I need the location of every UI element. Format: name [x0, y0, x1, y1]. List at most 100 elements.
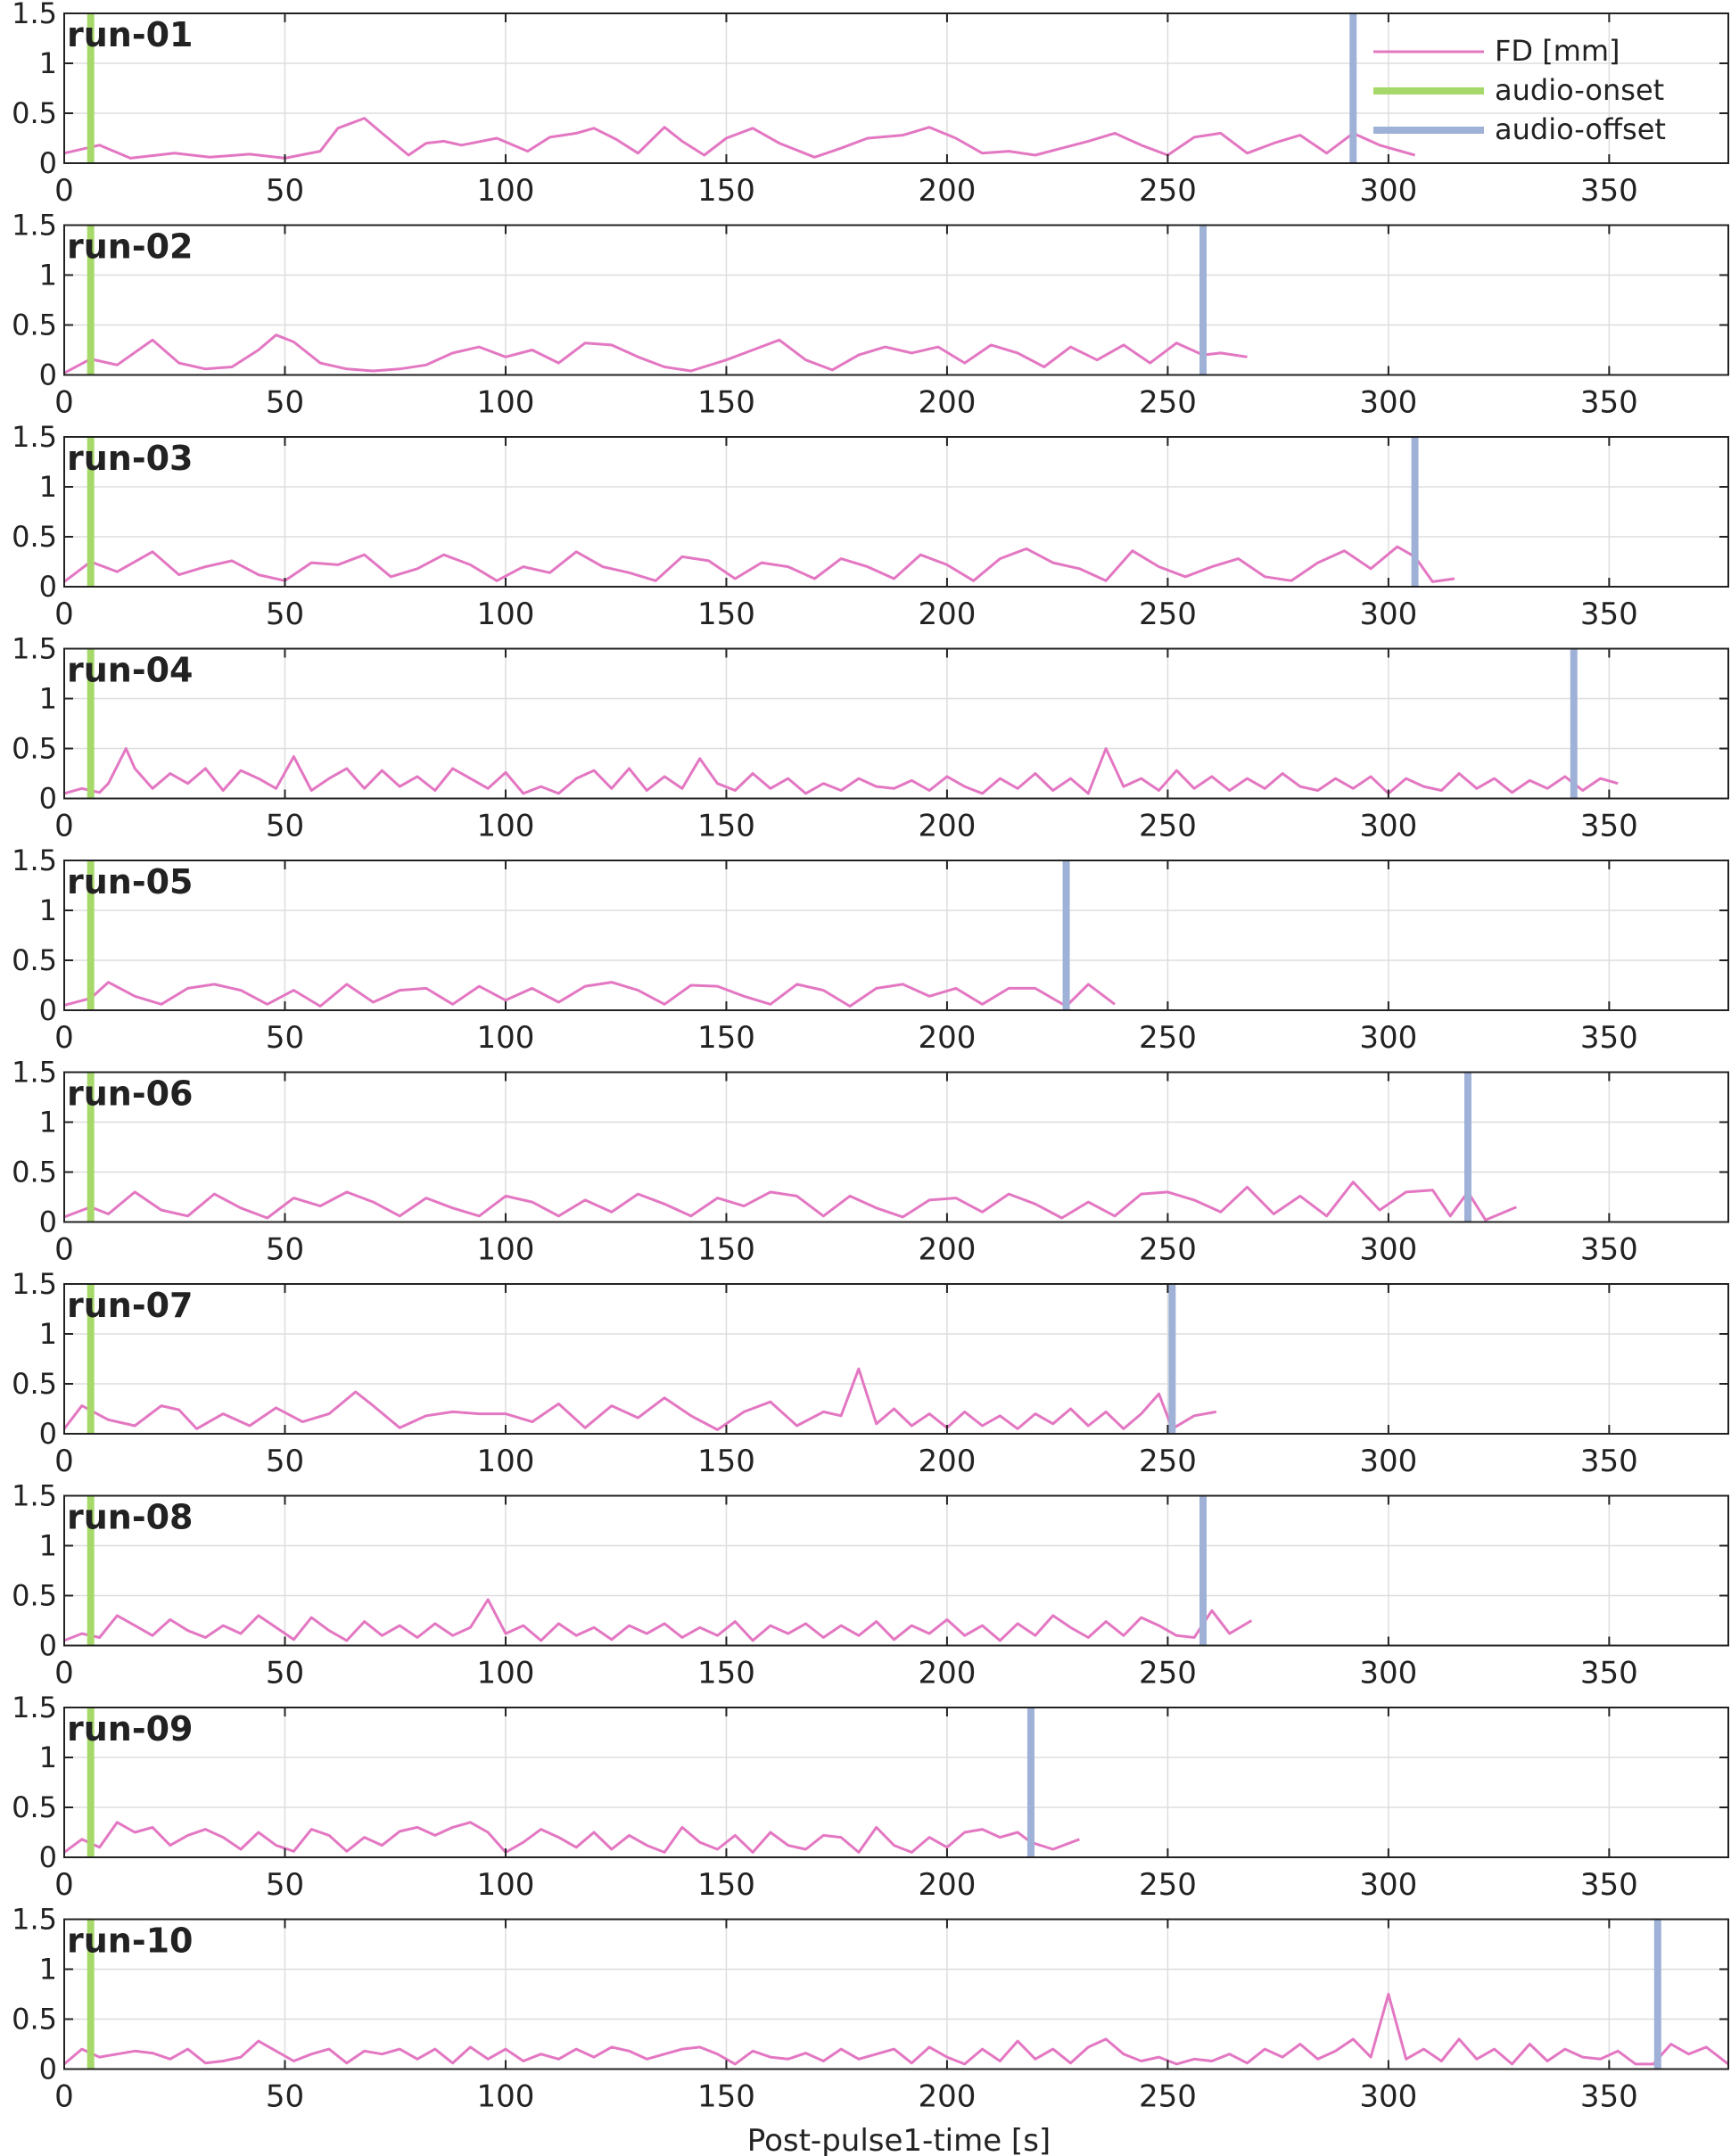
- x-axis-label: Post-pulse1-time [s]: [747, 2123, 1051, 2156]
- y-tick-label: 1.5: [12, 209, 57, 243]
- x-tick-label: 100: [477, 173, 535, 209]
- panel-run-06: 0 50 100 150 200 250 300 350 0 0.5 1 1.5 run-06: [12, 1056, 1729, 1268]
- y-tick-label: 0.5: [12, 1367, 57, 1401]
- x-tick-label: 100: [477, 1232, 535, 1268]
- y-tick-label: 1.5: [12, 0, 57, 30]
- y-tick-label: 1: [39, 46, 57, 80]
- x-tick-label: 300: [1359, 173, 1417, 209]
- x-tick-label: 300: [1359, 1444, 1417, 1479]
- x-tick-label: 250: [1139, 1444, 1197, 1479]
- y-tick-label: 1: [39, 1106, 57, 1140]
- y-tick-label: 1: [39, 1953, 57, 1987]
- fd-series-line: [63, 1821, 1080, 1854]
- fd-series-line: [63, 747, 1619, 795]
- plot-frame: [63, 647, 1729, 800]
- x-tick-label: 350: [1580, 173, 1638, 209]
- x-tick-label: 100: [477, 1444, 535, 1479]
- panel-run-03: 0 50 100 150 200 250 300 350 0 0.5 1 1.5 run-03: [12, 420, 1729, 632]
- x-tick-label: 150: [697, 2079, 755, 2115]
- y-tick-label: 1: [39, 893, 57, 927]
- x-tick-label: 350: [1580, 1232, 1638, 1268]
- panel-run-02: 0 50 100 150 200 250 300 350 0 0.5 1 1.5 run-02: [12, 209, 1729, 421]
- x-tick-label: 300: [1359, 1656, 1417, 1691]
- x-tick-label: 200: [918, 1020, 976, 1056]
- x-tick-label: 150: [697, 1867, 755, 1903]
- x-tick-label: 50: [266, 1232, 304, 1268]
- x-tick-label: 50: [266, 597, 304, 632]
- panel-title: run-10: [67, 1921, 194, 1961]
- x-tick-label: 0: [54, 1232, 74, 1268]
- x-tick-label: 200: [918, 1444, 976, 1479]
- x-tick-label: 150: [697, 173, 755, 209]
- y-tick-label: 1.5: [12, 632, 57, 666]
- legend-label: FD [mm]: [1495, 34, 1620, 68]
- x-tick-label: 300: [1359, 1232, 1417, 1268]
- fd-series-line: [63, 1181, 1517, 1222]
- x-tick-label: 200: [918, 173, 976, 209]
- y-tick-label: 0.5: [12, 520, 57, 554]
- x-tick-label: 250: [1139, 809, 1197, 844]
- panel-title: run-03: [67, 439, 194, 478]
- x-tick-label: 0: [54, 809, 74, 844]
- x-tick-label: 100: [477, 597, 535, 632]
- x-tick-label: 250: [1139, 1656, 1197, 1691]
- x-tick-label: 350: [1580, 1867, 1638, 1903]
- plot-frame: [63, 1283, 1729, 1435]
- y-tick-label: 1.5: [12, 843, 57, 877]
- x-tick-label: 50: [266, 809, 304, 844]
- x-tick-label: 200: [918, 1656, 976, 1691]
- y-tick-label: 0.5: [12, 2003, 57, 2037]
- y-tick-label: 0: [39, 358, 57, 392]
- y-tick-label: 0: [39, 1840, 57, 1874]
- x-tick-label: 150: [697, 597, 755, 632]
- x-tick-label: 350: [1580, 1656, 1638, 1691]
- y-tick-label: 0: [39, 993, 57, 1027]
- panel-run-09: 0 50 100 150 200 250 300 350 0 0.5 1 1.5 run-09: [12, 1691, 1729, 1903]
- x-tick-label: 0: [54, 173, 74, 209]
- x-tick-label: 350: [1580, 385, 1638, 421]
- plot-frame: [63, 860, 1729, 1011]
- x-tick-label: 150: [697, 1020, 755, 1056]
- fd-series-line: [63, 545, 1455, 583]
- x-tick-label: 250: [1139, 2079, 1197, 2115]
- x-tick-label: 0: [54, 1867, 74, 1903]
- x-tick-label: 300: [1359, 385, 1417, 421]
- x-tick-label: 250: [1139, 1232, 1197, 1268]
- x-tick-label: 300: [1359, 809, 1417, 844]
- y-tick-label: 0: [39, 1417, 57, 1451]
- x-tick-label: 0: [54, 1444, 74, 1479]
- y-tick-label: 1: [39, 1740, 57, 1774]
- panel-title: run-08: [67, 1498, 194, 1537]
- plot-frame: [63, 436, 1729, 588]
- y-tick-label: 1: [39, 682, 57, 716]
- x-tick-label: 0: [54, 1020, 74, 1056]
- y-tick-label: 0.5: [12, 732, 57, 766]
- y-tick-label: 1.5: [12, 1479, 57, 1513]
- x-tick-label: 250: [1139, 385, 1197, 421]
- x-tick-label: 50: [266, 1020, 304, 1056]
- x-tick-label: 350: [1580, 1444, 1638, 1479]
- y-tick-label: 1.5: [12, 1903, 57, 1937]
- x-tick-label: 200: [918, 1867, 976, 1903]
- y-tick-label: 1.5: [12, 1267, 57, 1301]
- fd-series-line: [63, 981, 1116, 1008]
- y-tick-label: 0.5: [12, 1156, 57, 1189]
- fd-series-line: [63, 333, 1248, 374]
- y-tick-label: 0: [39, 146, 57, 180]
- x-tick-label: 250: [1139, 173, 1197, 209]
- x-tick-label: 50: [266, 2079, 304, 2115]
- x-tick-label: 50: [266, 1444, 304, 1479]
- y-tick-label: 1.5: [12, 1691, 57, 1724]
- panel-title: run-01: [67, 15, 194, 54]
- y-tick-label: 1: [39, 470, 57, 504]
- x-tick-label: 100: [477, 2079, 535, 2115]
- x-tick-label: 200: [918, 385, 976, 421]
- y-tick-label: 0: [39, 570, 57, 604]
- x-tick-label: 200: [918, 1232, 976, 1268]
- legend-label: audio-offset: [1495, 112, 1666, 146]
- y-tick-label: 1: [39, 1317, 57, 1351]
- x-tick-label: 100: [477, 809, 535, 844]
- x-tick-label: 300: [1359, 597, 1417, 632]
- y-tick-label: 0.5: [12, 309, 57, 342]
